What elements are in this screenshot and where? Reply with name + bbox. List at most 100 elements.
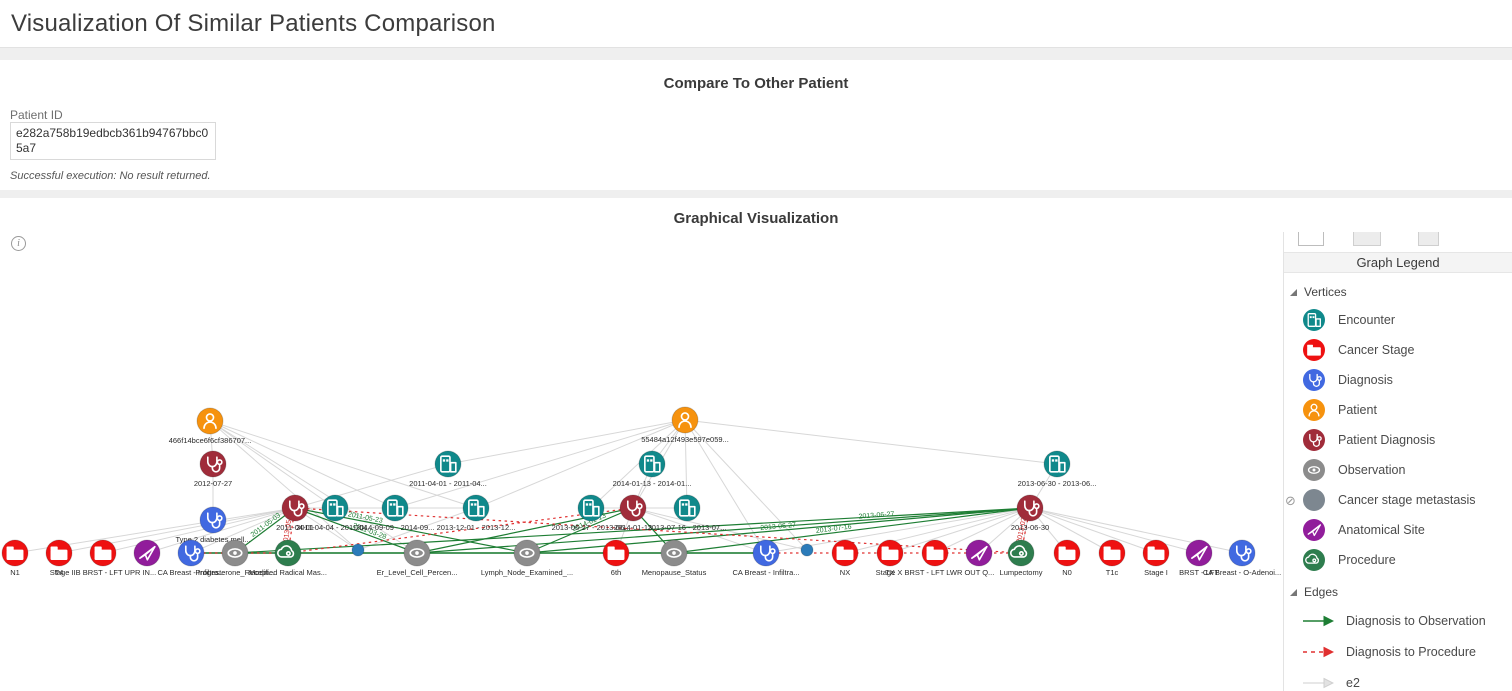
node-cancer_stage-cs5[interactable]: NX xyxy=(831,539,859,577)
legend-vertex-label: Procedure xyxy=(1338,553,1396,567)
patient-icon xyxy=(1303,399,1325,421)
edge-p2-enc_h xyxy=(684,419,688,509)
legend-edge-e2[interactable]: e2 xyxy=(1290,667,1512,691)
legend-tool-button-1[interactable] xyxy=(1298,232,1324,246)
node-cancer_stage-cs7[interactable]: Stage X BRST - LFT LWR OUT Q... xyxy=(876,539,995,577)
node-cancer_stage-cs3[interactable]: Stage IIB BRST - LFT UPR IN... xyxy=(50,539,156,577)
node-encounter-enc_f[interactable]: 2013-12-01 - 2013-12... xyxy=(437,494,516,532)
node-observation-ob4[interactable]: Menopause_Status xyxy=(642,539,707,577)
node-label: 2011-04-01 xyxy=(276,523,314,532)
legend-tool-button-2[interactable] xyxy=(1353,232,1381,246)
node-cancer_stage-cs2[interactable]: T4 xyxy=(45,539,73,577)
collapse-triangle-icon xyxy=(1290,588,1297,596)
node-diagnosis-diag_a[interactable]: Type 2 diabetes mell... xyxy=(175,506,251,544)
node-cancer_stage-cs6[interactable]: TX xyxy=(876,539,904,577)
edge-pd_d-cs5 xyxy=(844,507,1031,554)
execution-status: Successful execution: No result returned… xyxy=(10,170,211,182)
node-observation-ob2[interactable]: Er_Level_Cell_Percen... xyxy=(377,539,458,577)
node-anatomical_site-as1[interactable] xyxy=(133,539,161,567)
page-header: Visualization Of Similar Patients Compar… xyxy=(0,0,1512,48)
node-encounter-enc_d[interactable]: 2011-04-04 - 2011-04... xyxy=(296,494,374,532)
legend-vertex-label: Cancer Stage xyxy=(1338,343,1415,357)
legend-vertex-patient_diagnosis[interactable]: Patient Diagnosis xyxy=(1290,425,1512,455)
node-label: Modified Radical Mas... xyxy=(249,568,327,577)
edge-p2-dt2 xyxy=(684,419,808,551)
node-label: 2011-04-01 - 2011-04... xyxy=(409,479,487,488)
node-diagnosis-dg3[interactable]: CA Breast - O-Adenoi... xyxy=(1203,539,1281,577)
node-encounter-enc_g[interactable]: 2013-06-27 - 2013-06... xyxy=(552,494,631,532)
legend-title: Graph Legend xyxy=(1284,252,1512,273)
node-label: 2013-07-16 - 2013-07... xyxy=(648,523,727,532)
node-label: Menopause_Status xyxy=(642,568,707,577)
node-encounter-enc_e[interactable]: 2014-09-09 - 2014-09... xyxy=(356,494,435,532)
legend-edge-label: Diagnosis to Procedure xyxy=(1346,644,1476,659)
node-diagnosis-dg2[interactable]: CA Breast - Infiltra... xyxy=(732,539,800,577)
node-dot-dt1[interactable] xyxy=(351,543,365,557)
node-anatomical_site-as3[interactable]: BRST - LFT xyxy=(1179,539,1219,577)
nodes-layer: 466f14bce6f6cf386707... 55484a12f493e597e… xyxy=(1,406,1281,577)
node-cancer_stage-cs1[interactable]: N1 xyxy=(1,539,29,577)
edge-label: 2013-07-16 xyxy=(816,524,853,535)
node-label: 55484a12f493e597e059... xyxy=(641,435,729,444)
anatomical_site-icon xyxy=(1303,519,1325,541)
legend-vertex-encounter[interactable]: Encounter xyxy=(1290,305,1512,335)
node-procedure-pr1[interactable]: Modified Radical Mas... xyxy=(249,539,327,577)
node-label: NX xyxy=(840,568,850,577)
legend-vertex-metastasis[interactable]: ⊘ Cancer stage metastasis xyxy=(1285,485,1512,515)
legend-vertex-cancer_stage[interactable]: Cancer Stage xyxy=(1290,335,1512,365)
node-patient_diagnosis-pd_d[interactable]: 2013-06-30 xyxy=(1011,494,1049,532)
edge-pd_d-as3 xyxy=(1029,507,1200,554)
node-label: Stage IIB BRST - LFT UPR IN... xyxy=(50,568,156,577)
legend-vertex-anatomical_site[interactable]: Anatomical Site xyxy=(1290,515,1512,545)
metastasis-icon xyxy=(1303,489,1325,511)
patient_diagnosis-icon xyxy=(1303,429,1325,451)
edge-pd_d-ob4 xyxy=(672,507,1031,556)
node-label: Er_Level_Cell_Percen... xyxy=(377,568,458,577)
node-label: 6th xyxy=(611,568,621,577)
edge-cs3-pd_b xyxy=(102,507,296,554)
legend-vertex-diagnosis[interactable]: Diagnosis xyxy=(1290,365,1512,395)
edge-p1-enc_d xyxy=(209,420,336,509)
info-icon[interactable]: i xyxy=(11,236,26,251)
node-procedure-pr2[interactable]: Lumpectomy xyxy=(1000,539,1043,577)
node-diagnosis-dg1[interactable]: CA Breast - Infiltra... xyxy=(157,539,225,577)
node-encounter-enc_c[interactable]: 2013-06-30 - 2013-06... xyxy=(1018,450,1097,488)
legend-edge-obs[interactable]: Diagnosis to Observation xyxy=(1290,605,1512,636)
node-cancer_stage-cs8[interactable]: N0 xyxy=(1053,539,1081,577)
node-patient-p2[interactable]: 55484a12f493e597e059... xyxy=(641,406,729,444)
legend-edge-proc[interactable]: Diagnosis to Procedure xyxy=(1290,636,1512,667)
legend-edges-header[interactable]: Edges xyxy=(1290,579,1512,605)
legend-vertex-observation[interactable]: Observation xyxy=(1290,455,1512,485)
node-label: CA Breast - O-Adenoi... xyxy=(1203,568,1281,577)
legend-vertex-label: Patient Diagnosis xyxy=(1338,433,1436,447)
node-encounter-enc_b[interactable]: 2014-01-13 - 2014-01... xyxy=(613,450,692,488)
node-patient_diagnosis-pd_b[interactable]: 2011-04-01 xyxy=(276,494,314,532)
edge-pd_d-cs10 xyxy=(1029,507,1157,554)
node-encounter-enc_a[interactable]: 2011-04-01 - 2011-04... xyxy=(409,450,487,488)
legend-vertex-procedure[interactable]: Procedure xyxy=(1290,545,1512,575)
node-patient_diagnosis-pd_c[interactable]: 2014-01-13 xyxy=(614,494,652,532)
patient-id-input[interactable] xyxy=(10,122,216,160)
node-cancer_stage-cs10[interactable]: Stage I xyxy=(1142,539,1170,577)
legend-vertex-label: Anatomical Site xyxy=(1338,523,1425,537)
edge-pd_d-cs7 xyxy=(934,507,1031,554)
hidden-vertex-icon: ⊘ xyxy=(1285,493,1296,508)
node-encounter-enc_h[interactable]: 2013-07-16 - 2013-07... xyxy=(648,494,727,532)
legend-vertices-header[interactable]: Vertices xyxy=(1290,279,1512,305)
node-observation-ob1[interactable]: Progesterone_Recept... xyxy=(195,539,275,577)
node-patient-p1[interactable]: 466f14bce6f6cf386707... xyxy=(169,407,252,445)
node-patient_diagnosis-pd_a[interactable]: 2012-07-27 xyxy=(194,450,232,488)
patient-id-label: Patient ID xyxy=(10,108,63,122)
node-cancer_stage-cs4[interactable]: 6th xyxy=(602,539,630,577)
node-cancer_stage-cs9[interactable]: T1c xyxy=(1098,539,1126,577)
legend-tool-button-3[interactable] xyxy=(1418,232,1439,246)
edge-p1-ob2 xyxy=(209,420,418,554)
node-label: N1 xyxy=(10,568,20,577)
node-anatomical_site-as2[interactable] xyxy=(965,539,993,567)
node-label: 2013-12-01 - 2013-12... xyxy=(437,523,516,532)
compare-heading: Compare To Other Patient xyxy=(663,75,849,92)
node-observation-ob3[interactable]: Lymph_Node_Examined_... xyxy=(481,539,573,577)
legend-vertex-patient[interactable]: Patient xyxy=(1290,395,1512,425)
node-dot-dt2[interactable] xyxy=(800,543,814,557)
